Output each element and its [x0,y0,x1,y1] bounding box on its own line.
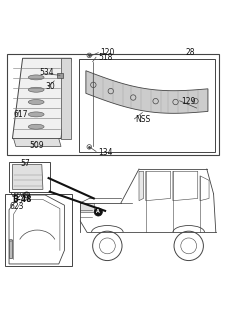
Polygon shape [12,164,43,189]
Bar [80,203,93,212]
Text: 534: 534 [39,68,54,77]
Circle shape [94,208,102,216]
Ellipse shape [28,100,44,105]
Text: A: A [25,193,29,197]
Text: VIEW: VIEW [11,193,27,197]
Polygon shape [86,71,207,113]
Bar [7,54,218,156]
Polygon shape [61,58,71,139]
Ellipse shape [28,112,44,117]
Bar [79,60,214,152]
Polygon shape [12,58,71,139]
Polygon shape [14,139,61,147]
Polygon shape [138,171,143,201]
Text: 120: 120 [100,48,115,57]
Text: 509: 509 [29,141,44,150]
Text: 134: 134 [98,148,112,156]
Text: 57: 57 [20,159,30,168]
Text: 129: 129 [180,97,194,106]
Text: A: A [96,210,100,214]
Text: 28: 28 [184,48,194,57]
Text: NSS: NSS [135,115,150,124]
Ellipse shape [28,75,44,80]
Bar [9,162,50,192]
Text: 518: 518 [98,53,112,62]
Bar [9,240,12,258]
Bar [4,194,72,266]
Text: 617: 617 [14,110,28,119]
Ellipse shape [28,87,44,92]
Text: B-48: B-48 [12,195,32,204]
FancyBboxPatch shape [57,73,63,77]
Text: 30: 30 [45,82,55,91]
Text: 623: 623 [9,202,23,211]
Ellipse shape [9,239,12,241]
Ellipse shape [28,124,44,129]
